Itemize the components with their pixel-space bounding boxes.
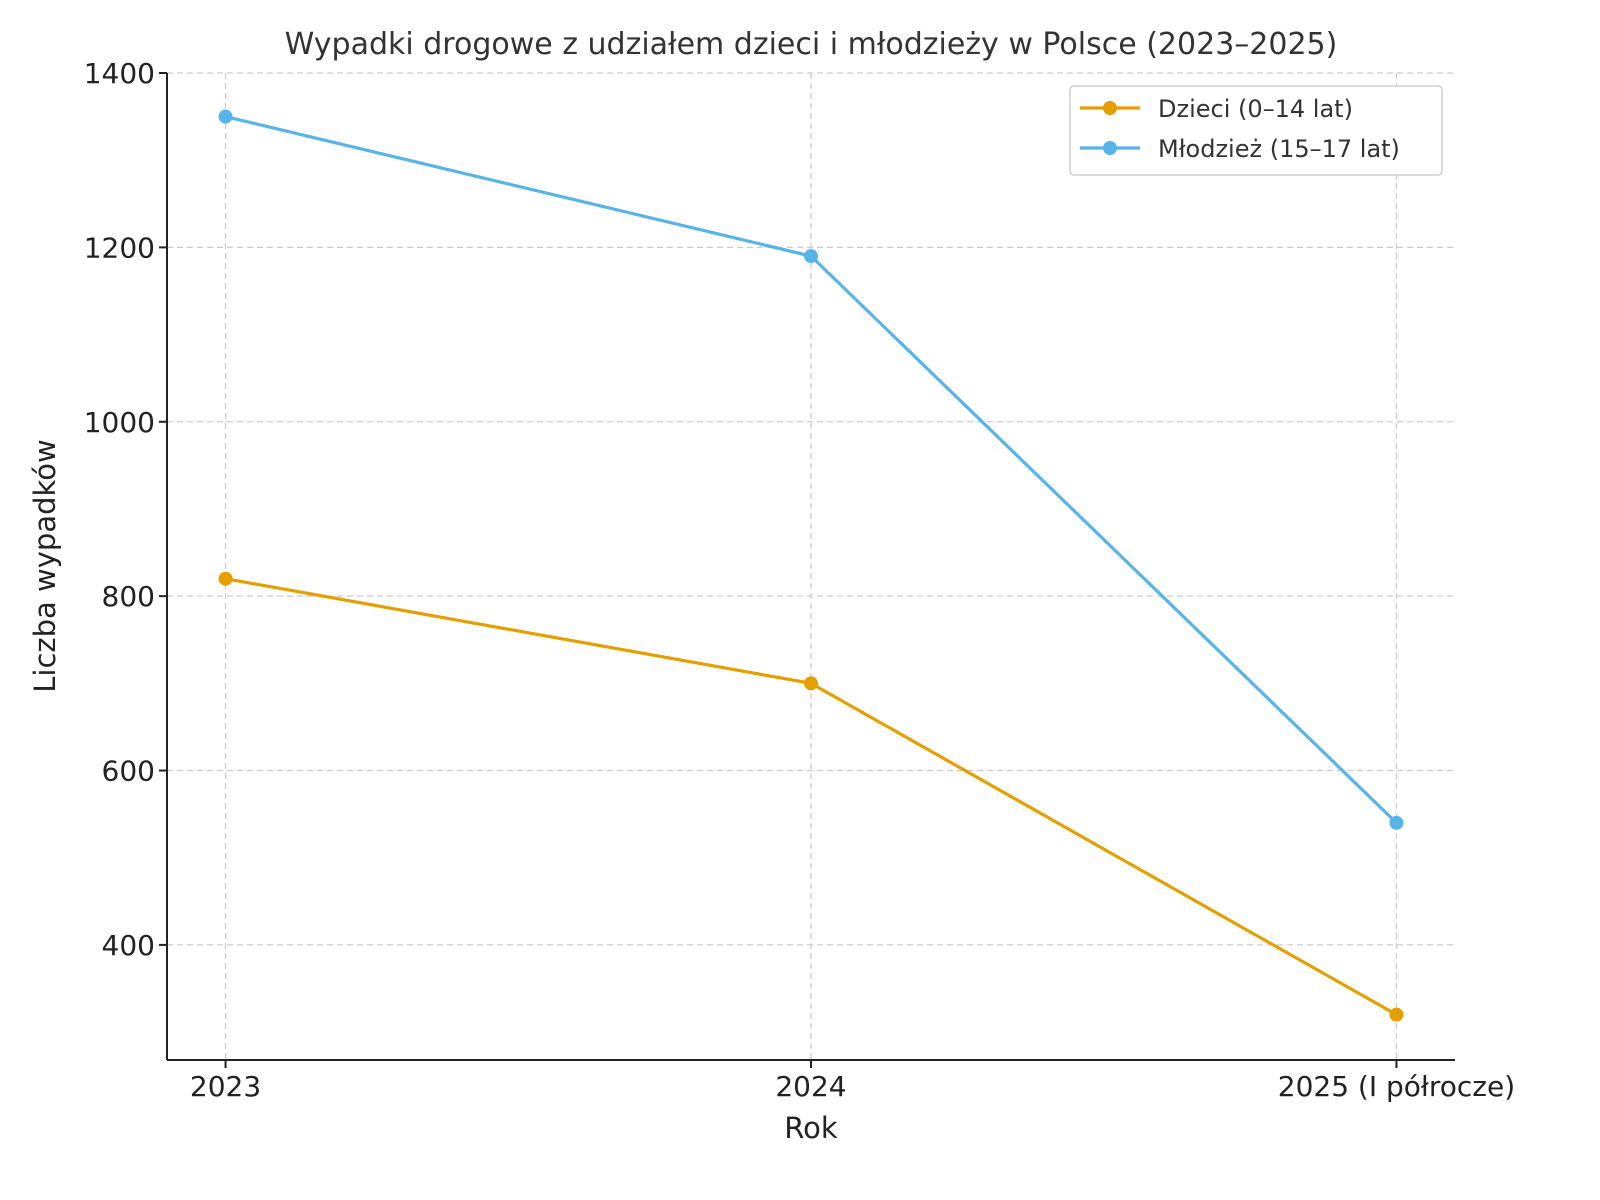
y-tick-label: 800 xyxy=(102,580,155,613)
legend-label: Dzieci (0–14 lat) xyxy=(1158,95,1353,123)
x-axis-label: Rok xyxy=(784,1111,838,1145)
data-point xyxy=(218,109,233,124)
data-point xyxy=(218,571,233,586)
legend: Dzieci (0–14 lat) Młodzież (15–17 lat) xyxy=(1069,85,1443,176)
y-tick-label: 1400 xyxy=(84,57,155,90)
legend-label: Młodzież (15–17 lat) xyxy=(1158,135,1400,163)
y-axis-label: Liczba wypadków xyxy=(28,439,62,692)
x-tick-label: 2025 (I półrocze) xyxy=(1278,1070,1515,1103)
chart-title: Wypadki drogowe z udziałem dzieci i młod… xyxy=(285,27,1338,62)
legend-box xyxy=(1069,85,1443,176)
x-tick-label: 2023 xyxy=(190,1070,261,1103)
y-tick-label: 400 xyxy=(102,929,155,962)
y-tick-label: 600 xyxy=(102,755,155,788)
x-tick-label: 2024 xyxy=(775,1070,846,1103)
data-point xyxy=(1389,815,1404,830)
data-point xyxy=(1389,1007,1404,1022)
legend-marker xyxy=(1103,101,1117,115)
y-tick-label: 1000 xyxy=(84,406,155,439)
y-tick-label: 1200 xyxy=(84,231,155,264)
data-point xyxy=(804,249,818,264)
data-point xyxy=(804,676,818,691)
legend-marker xyxy=(1103,141,1117,155)
